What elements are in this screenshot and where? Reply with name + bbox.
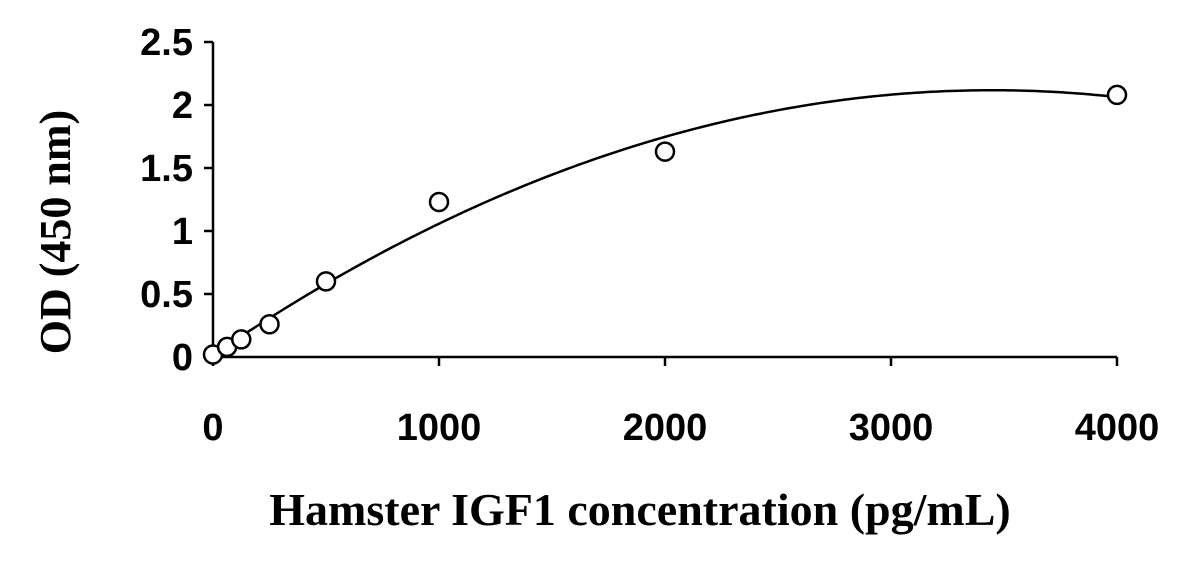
- y-tick-label: 1.5: [140, 148, 193, 190]
- y-tick-label: 0: [172, 337, 193, 379]
- data-point: [231, 329, 252, 350]
- x-tick-label: 3000: [849, 407, 934, 449]
- data-point: [259, 313, 280, 335]
- y-axis-ticks: 0 0.5 1 1.5 2 2.5: [140, 22, 213, 379]
- data-point: [1106, 84, 1128, 106]
- y-tick-label: 0.5: [140, 274, 193, 316]
- x-tick-label: 1000: [397, 407, 482, 449]
- x-tick-label: 4000: [1075, 407, 1160, 449]
- trendline: [212, 88, 1118, 357]
- y-tick-label: 2: [172, 85, 193, 127]
- data-point: [428, 191, 450, 213]
- data-point: [654, 141, 676, 162]
- x-axis-title: Hamster IGF1 concentration (pg/mL): [269, 484, 1010, 535]
- x-tick-label: 0: [202, 407, 223, 449]
- data-point: [315, 271, 337, 292]
- y-axis-title: OD (450 nm): [31, 110, 80, 354]
- y-tick-label: 1: [172, 211, 193, 253]
- y-tick-label: 2.5: [140, 22, 193, 64]
- x-tick-label: 2000: [623, 407, 708, 449]
- data-points: [202, 84, 1128, 365]
- x-axis-ticks: 0 1000 2000 3000 4000: [202, 357, 1159, 449]
